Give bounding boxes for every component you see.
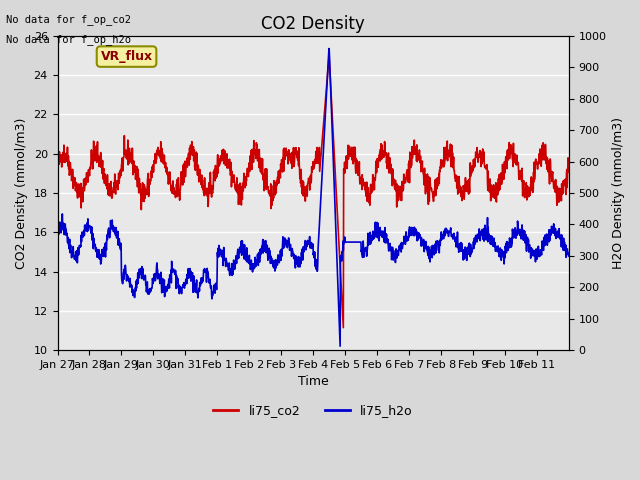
Y-axis label: H2O Density (mmol/m3): H2O Density (mmol/m3) bbox=[612, 117, 625, 269]
Text: No data for f_op_h2o: No data for f_op_h2o bbox=[6, 34, 131, 45]
X-axis label: Time: Time bbox=[298, 375, 328, 388]
Text: No data for f_op_co2: No data for f_op_co2 bbox=[6, 14, 131, 25]
Legend: li75_co2, li75_h2o: li75_co2, li75_h2o bbox=[209, 399, 418, 422]
Title: CO2 Density: CO2 Density bbox=[261, 15, 365, 33]
Text: VR_flux: VR_flux bbox=[100, 50, 152, 63]
Y-axis label: CO2 Density (mmol/m3): CO2 Density (mmol/m3) bbox=[15, 117, 28, 269]
